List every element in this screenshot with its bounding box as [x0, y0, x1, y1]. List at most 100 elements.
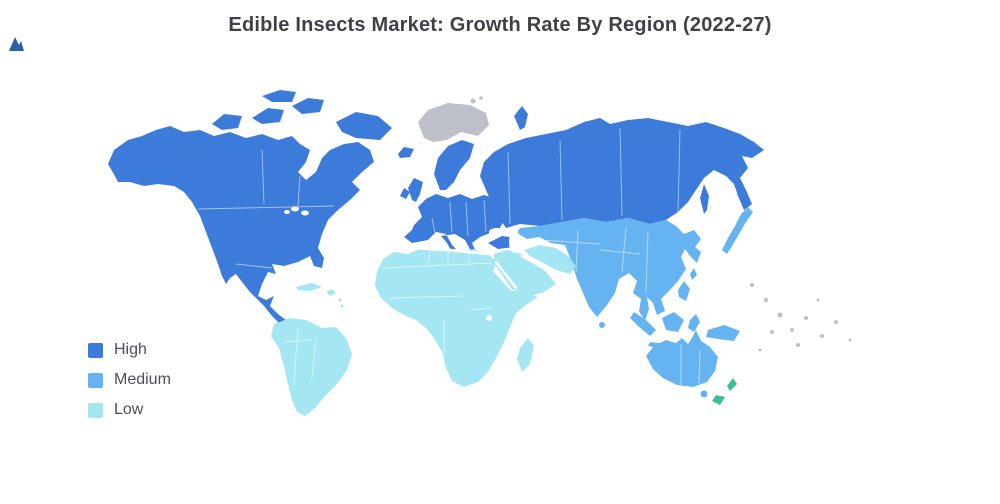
border-line [559, 139, 563, 221]
pacific-island [816, 298, 820, 302]
persian-gulf [520, 254, 556, 276]
border-line [293, 327, 299, 385]
border-line [261, 149, 265, 205]
landmass-arctic-island [252, 108, 284, 124]
border-line [197, 205, 335, 210]
legend-swatch-high [88, 342, 103, 358]
black-sea [489, 228, 505, 236]
legend-label-low: Low [114, 401, 144, 418]
landmass-sumatra [630, 312, 656, 336]
landmass-nz-north-island [727, 378, 737, 391]
landmass-cuba [296, 283, 322, 291]
landmass-new-guinea [706, 325, 740, 341]
region-low-growth [271, 245, 576, 416]
landmass-philippines [678, 281, 690, 301]
legend-swatch-medium [88, 372, 103, 388]
border-line [297, 175, 301, 207]
landmass-great-britain [408, 178, 423, 202]
border-line [467, 249, 471, 267]
region-high-growth [108, 90, 764, 324]
border-line [311, 337, 317, 379]
island [340, 304, 344, 308]
border-line [389, 295, 465, 299]
pacific-island [820, 334, 824, 338]
border-line [645, 231, 649, 293]
red-sea [494, 260, 518, 290]
landmass-europe [404, 194, 504, 254]
landmass-svalbard [479, 96, 483, 100]
border-line [619, 127, 623, 217]
border-line [698, 349, 701, 385]
pacific-island [750, 283, 754, 287]
landmass-arctic-island [212, 114, 242, 130]
landmass-japan [722, 207, 753, 254]
landmass-arabian-peninsula [494, 250, 556, 297]
logo-mountain-icon [9, 37, 24, 51]
border-line [427, 249, 431, 267]
pacific-island [804, 316, 808, 320]
border-line [381, 262, 493, 269]
island [338, 298, 342, 302]
pacific-island [770, 330, 774, 334]
border-line [465, 201, 469, 237]
landmass-africa [375, 247, 538, 387]
landmass-taiwan [690, 268, 697, 280]
pacific-island [790, 328, 794, 332]
landmass-svalbard [470, 98, 476, 104]
border-line [235, 263, 273, 269]
lake-victoria [486, 315, 492, 321]
pacific-island [758, 348, 762, 352]
landmass-iceland [398, 147, 414, 158]
border-line [431, 217, 437, 239]
legend-label-medium: Medium [114, 371, 171, 388]
landmass-sri-lanka [599, 322, 605, 328]
landmass-hispaniola [326, 289, 336, 296]
landmass-novaya-zemlya [514, 106, 528, 130]
landmass-tasmania [700, 390, 708, 398]
country-borders [197, 127, 701, 385]
landmass-australia [646, 330, 718, 387]
chart-title: Edible Insects Market: Growth Rate By Re… [228, 14, 772, 36]
landmass-sakhalin [700, 184, 709, 214]
border-line [599, 249, 641, 255]
landmass-asia [517, 218, 701, 321]
border-line [283, 339, 313, 343]
landmass-russia [480, 118, 764, 228]
legend-item-high: High [88, 341, 171, 359]
region-not-covered [418, 96, 852, 352]
landmass-scandinavia [434, 140, 474, 190]
landmass-greenland [418, 103, 489, 142]
landmass-nz-south-island [712, 395, 725, 405]
landmass-ellesmere-island [262, 90, 296, 102]
border-line [539, 239, 601, 245]
great-lake [284, 210, 290, 214]
landmass-ireland [400, 188, 410, 199]
legend-swatch-low [88, 402, 103, 418]
landmass-madagascar [517, 338, 534, 372]
water-bodies [284, 206, 521, 321]
region-new-zealand [712, 378, 737, 405]
pacific-island [796, 343, 800, 347]
pacific-island [764, 298, 768, 302]
landmass-baffin-island [336, 112, 392, 140]
legend-item-medium: Medium [88, 371, 171, 389]
landmass-sulawesi [688, 314, 700, 332]
pacific-island [848, 338, 852, 342]
legend: High Medium Low [88, 341, 171, 419]
border-line [469, 307, 493, 311]
border-line [507, 151, 511, 225]
landmass-north-america [108, 126, 374, 324]
landmass-arctic-island [292, 98, 324, 114]
great-lake [291, 206, 299, 212]
legend-label-high: High [114, 341, 147, 358]
great-lake [301, 210, 309, 216]
pacific-island [834, 320, 838, 324]
caspian-sea [509, 231, 521, 253]
brand-logo-mark [9, 37, 24, 51]
border-line [483, 199, 487, 233]
border-line [449, 201, 453, 233]
landmass-south-america [271, 318, 352, 416]
landmass-iran [524, 245, 576, 274]
region-medium-growth [517, 207, 753, 398]
